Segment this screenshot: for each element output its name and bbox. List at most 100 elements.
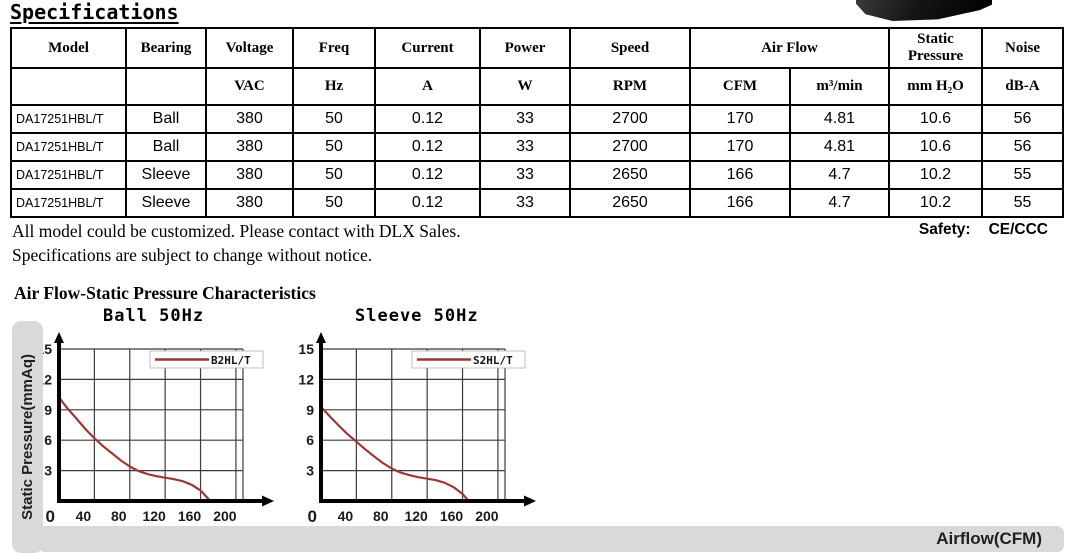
x-tick-label: 200 xyxy=(475,508,499,524)
cell-noise: 55 xyxy=(981,160,1064,190)
y-tick-label: 9 xyxy=(44,402,52,418)
x-tick-label: 200 xyxy=(213,508,237,524)
unit-power: W xyxy=(479,67,571,106)
x-tick-label: 120 xyxy=(404,508,428,524)
cell-speed: 2700 xyxy=(569,104,691,134)
cell-bearing: Sleeve xyxy=(125,188,207,218)
table-row: DA17251HBL/T Ball 380 50 0.12 33 2700 17… xyxy=(10,132,1064,162)
legend-label: S2HL/T xyxy=(473,354,513,367)
cell-noise: 56 xyxy=(981,132,1064,162)
chart-title-sleeve: Sleeve 50Hz xyxy=(355,306,479,326)
col-model: Model xyxy=(10,27,127,69)
y-tick-label: 3 xyxy=(44,463,52,479)
unit-bearing xyxy=(125,67,207,106)
x-tick-label: 120 xyxy=(142,508,166,524)
cell-cfm: 166 xyxy=(689,188,791,218)
note-line-2: Specifications are subject to change wit… xyxy=(12,245,373,265)
safety-label: Safety: xyxy=(918,221,971,238)
origin-label: 0 xyxy=(308,507,317,526)
cell-model: DA17251HBL/T xyxy=(10,104,127,134)
note-line-1: All model could be customized. Please co… xyxy=(12,221,461,241)
y-tick-label: 3 xyxy=(306,463,314,479)
chart-svg: S2HL/T 3 6 9 12 15 40 80 120 160 200 0 xyxy=(298,332,536,526)
cell-cfm: 170 xyxy=(689,132,791,162)
table-row: DA17251HBL/T Ball 380 50 0.12 33 2700 17… xyxy=(10,104,1064,134)
page-title: Specifications xyxy=(10,0,179,24)
cell-voltage: 380 xyxy=(205,104,294,134)
y-axis-strip: Static Pressure(mmAq) xyxy=(12,321,43,553)
col-bearing: Bearing xyxy=(125,27,207,69)
cell-bearing: Ball xyxy=(125,104,207,134)
cell-bearing: Ball xyxy=(125,132,207,162)
col-static-pressure: Static Pressure xyxy=(888,27,983,69)
cell-model: DA17251HBL/T xyxy=(10,188,127,218)
pressure-curve xyxy=(57,396,211,502)
cell-freq: 50 xyxy=(292,188,376,218)
cell-power: 33 xyxy=(479,160,571,190)
cell-current: 0.12 xyxy=(374,160,481,190)
cell-voltage: 380 xyxy=(205,160,294,190)
cell-current: 0.12 xyxy=(374,188,481,218)
cell-speed: 2650 xyxy=(569,188,691,218)
y-tick-label: 6 xyxy=(44,432,52,448)
ball-50hz-chart: B2HL/T 3 6 9 12 15 40 80 120 160 200 0 xyxy=(26,329,278,531)
cell-model: DA17251HBL/T xyxy=(10,160,127,190)
cell-cfm: 170 xyxy=(689,104,791,134)
y-tick-label: 15 xyxy=(298,341,314,357)
cell-m3min: 4.7 xyxy=(789,160,890,190)
x-tick-label: 80 xyxy=(111,508,127,524)
x-tick-label: 40 xyxy=(76,508,92,524)
col-power: Power xyxy=(479,27,571,69)
col-voltage: Voltage xyxy=(205,27,294,69)
pressure-curve xyxy=(319,405,469,502)
fan-photo-fragment xyxy=(856,0,992,21)
col-current: Current xyxy=(374,27,481,69)
cell-static-pressure: 10.2 xyxy=(888,188,983,218)
y-axis-label: Static Pressure(mmAq) xyxy=(19,354,36,520)
x-tick-label: 160 xyxy=(178,508,202,524)
notes: All model could be customized. Please co… xyxy=(12,219,461,267)
cell-freq: 50 xyxy=(292,104,376,134)
table-row: DA17251HBL/T Sleeve 380 50 0.12 33 2650 … xyxy=(10,188,1064,218)
cell-noise: 55 xyxy=(981,188,1064,218)
unit-mmh2o: mm H₂O xyxy=(888,67,983,106)
safety-certification: Safety: CE/CCC xyxy=(919,221,1048,239)
cell-static-pressure: 10.2 xyxy=(888,160,983,190)
cell-current: 0.12 xyxy=(374,132,481,162)
cell-voltage: 380 xyxy=(205,132,294,162)
origin-label: 0 xyxy=(46,507,55,526)
col-speed: Speed xyxy=(569,27,691,69)
col-airflow: Air Flow xyxy=(689,27,890,69)
cell-static-pressure: 10.6 xyxy=(888,132,983,162)
cell-bearing: Sleeve xyxy=(125,160,207,190)
cell-m3min: 4.7 xyxy=(789,188,890,218)
x-tick-label: 40 xyxy=(338,508,354,524)
x-tick-label: 160 xyxy=(440,508,464,524)
cell-freq: 50 xyxy=(292,132,376,162)
cell-power: 33 xyxy=(479,132,571,162)
x-axis-strip: Airflow(CFM) xyxy=(38,526,1064,552)
chart-title-ball: Ball 50Hz xyxy=(103,306,205,326)
cell-noise: 56 xyxy=(981,104,1064,134)
col-noise: Noise xyxy=(981,27,1064,69)
cell-speed: 2700 xyxy=(569,132,691,162)
x-axis-label: Airflow(CFM) xyxy=(936,529,1042,548)
header-row: Model Bearing Voltage Freq Current Power… xyxy=(10,27,1064,69)
cell-model: DA17251HBL/T xyxy=(10,132,127,162)
sleeve-50hz-chart: S2HL/T 3 6 9 12 15 40 80 120 160 200 0 xyxy=(288,329,540,531)
cell-voltage: 380 xyxy=(205,188,294,218)
cell-cfm: 166 xyxy=(689,160,791,190)
section-title: Air Flow-Static Pressure Characteristics xyxy=(14,283,316,303)
cell-freq: 50 xyxy=(292,160,376,190)
unit-row: VAC Hz A W RPM CFM m³/min mm H₂O dB-A xyxy=(10,67,1064,106)
cell-speed: 2650 xyxy=(569,160,691,190)
unit-cfm: CFM xyxy=(689,67,791,106)
cell-static-pressure: 10.6 xyxy=(888,104,983,134)
unit-speed: RPM xyxy=(569,67,691,106)
cell-current: 0.12 xyxy=(374,104,481,134)
col-freq: Freq xyxy=(292,27,376,69)
cell-power: 33 xyxy=(479,188,571,218)
unit-freq: Hz xyxy=(292,67,376,106)
